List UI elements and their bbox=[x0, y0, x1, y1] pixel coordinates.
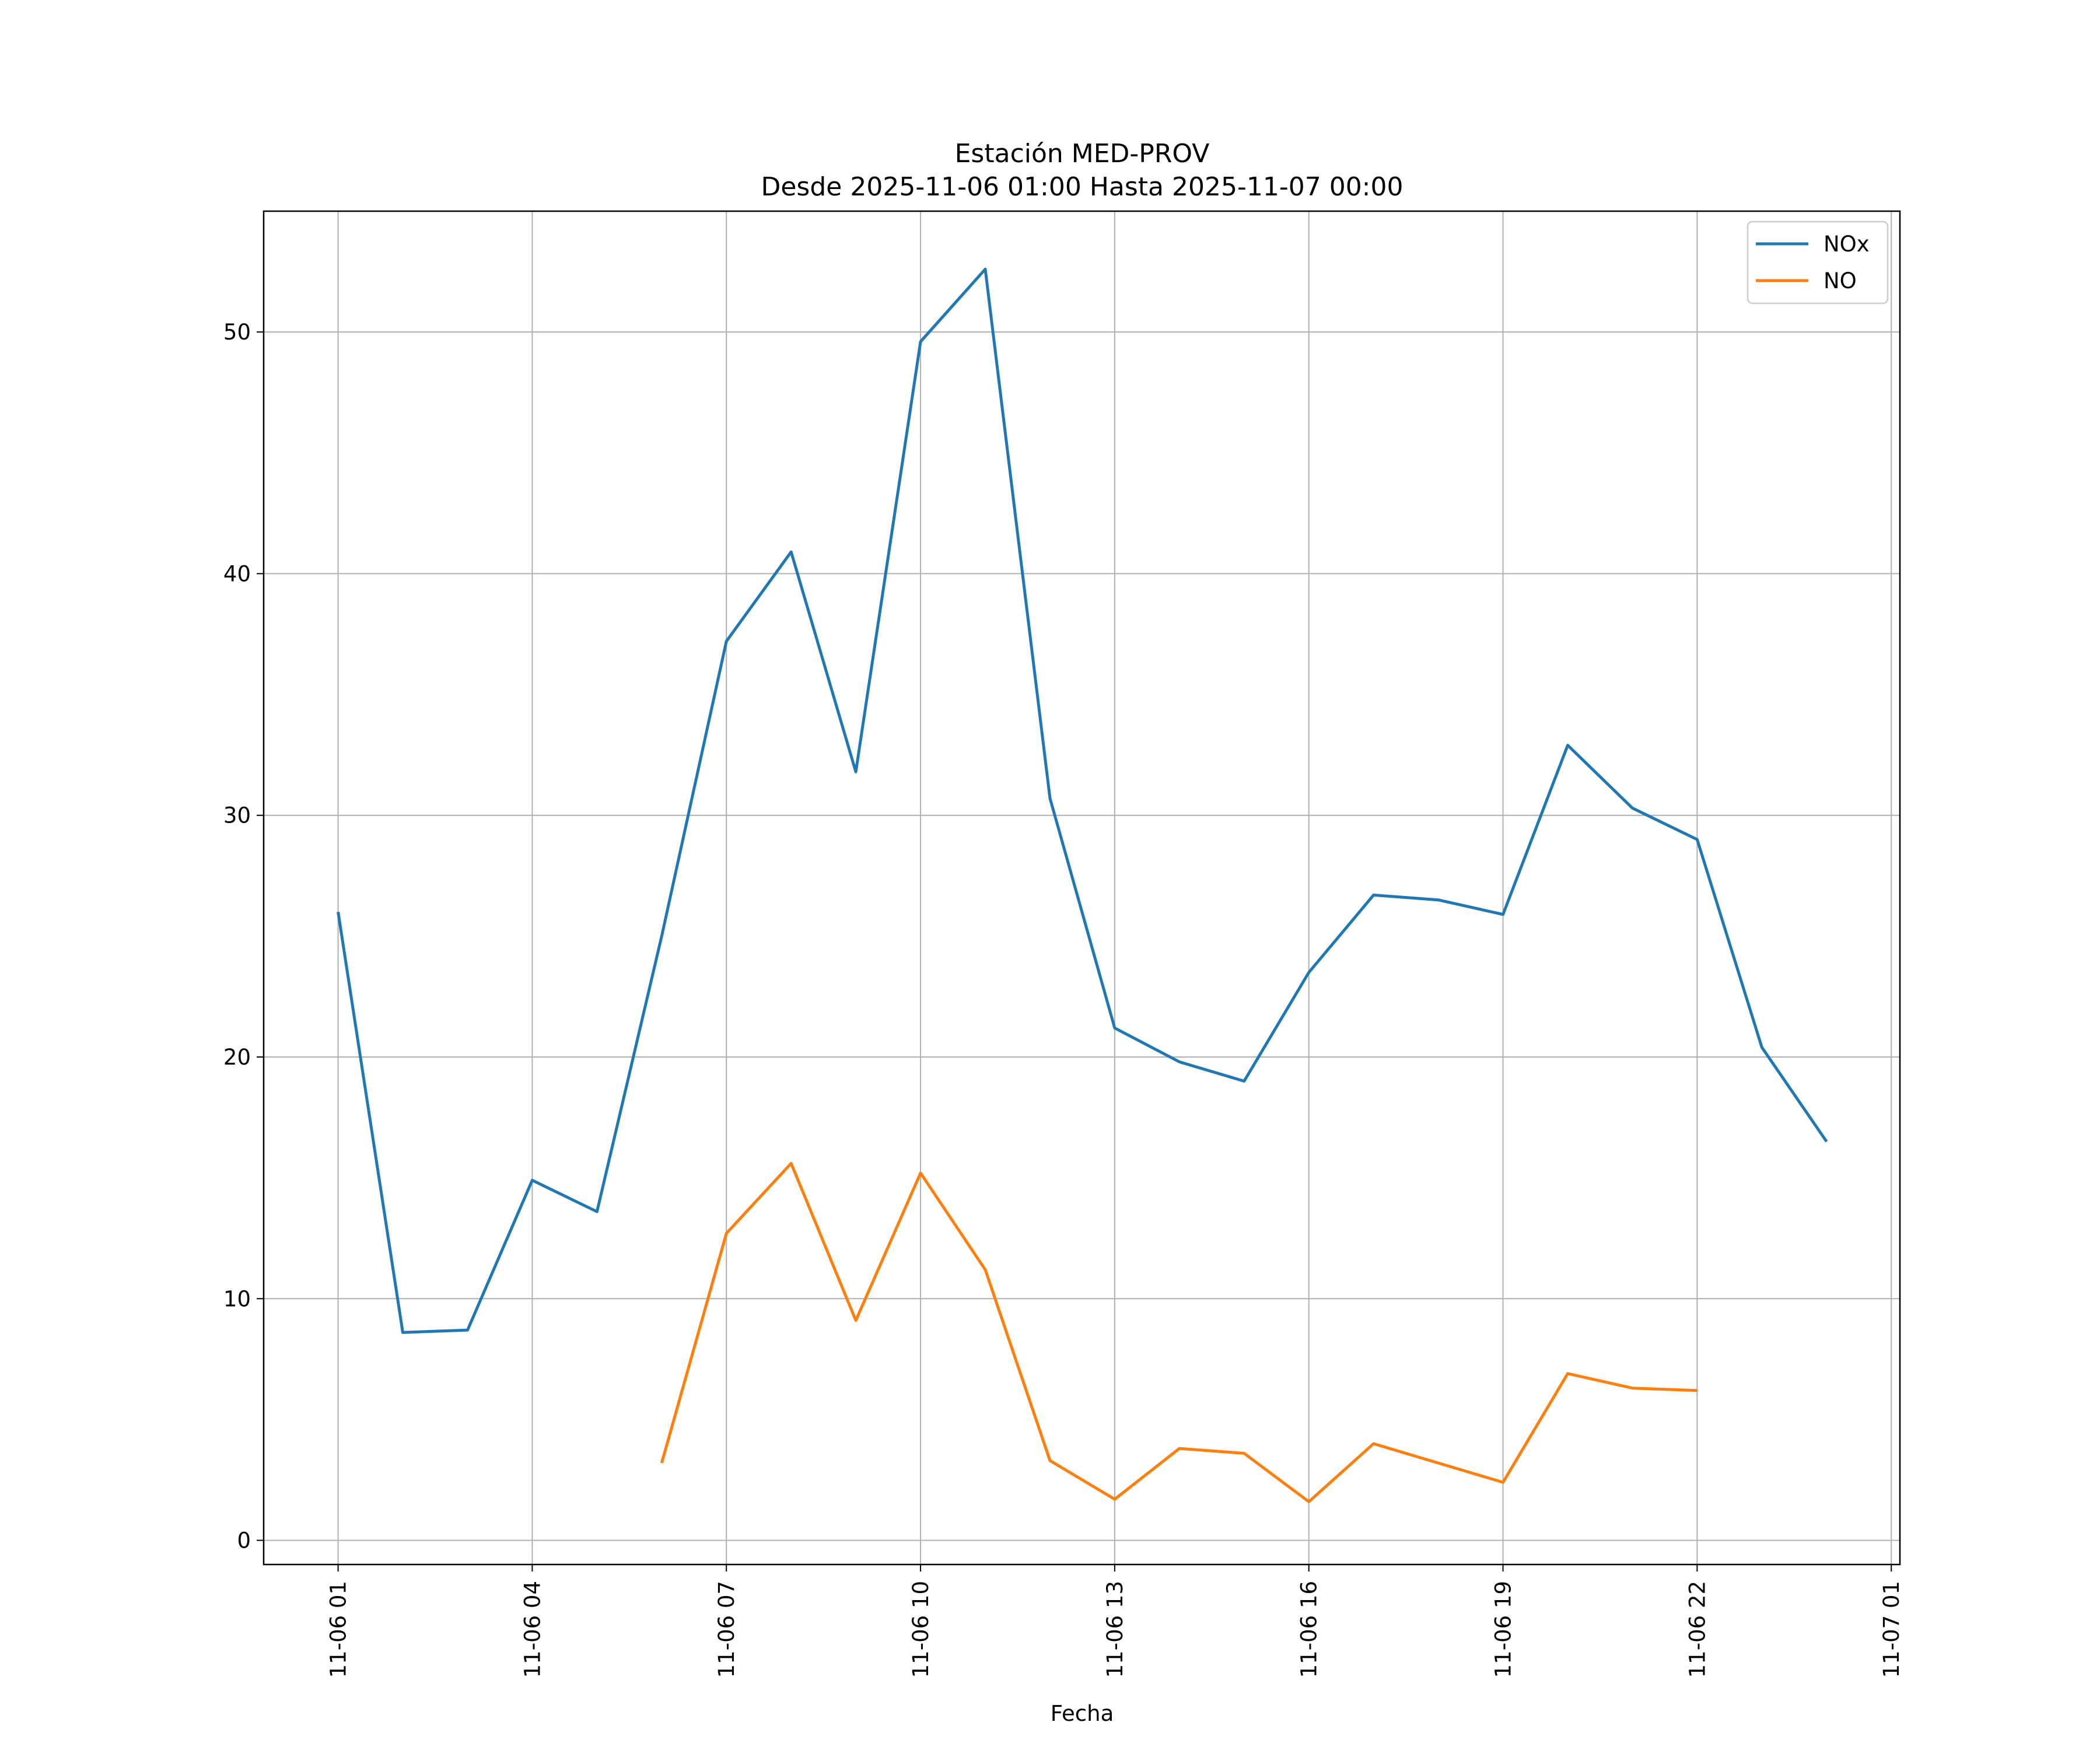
chart-title-line2: Desde 2025-11-06 01:00 Hasta 2025-11-07 … bbox=[761, 172, 1403, 202]
series-line-nox bbox=[337, 267, 1828, 1334]
legend-box bbox=[1746, 220, 1889, 304]
x-tick-label: 11-06 16 bbox=[1297, 1581, 1322, 1678]
y-tick-label: 40 bbox=[223, 561, 251, 586]
legend-label-nox: NOx bbox=[1824, 232, 1870, 257]
legend-label-no: NO bbox=[1824, 268, 1857, 293]
y-tick-label: 30 bbox=[223, 803, 251, 828]
x-tick-label: 11-06 22 bbox=[1685, 1581, 1710, 1678]
x-tick-label: 11-07 01 bbox=[1879, 1581, 1904, 1678]
axis-ticks: 11-06 01 11-06 04 11-06 07 11-06 10 11-06 13… bbox=[223, 320, 1904, 1678]
series-lines bbox=[337, 267, 1828, 1503]
legend: NOx NO bbox=[1746, 220, 1889, 304]
x-tick-label: 11-06 04 bbox=[520, 1581, 545, 1678]
plot-frame bbox=[262, 210, 1901, 1566]
series-line-no bbox=[660, 1161, 1698, 1503]
y-tick-label: 50 bbox=[223, 320, 251, 345]
x-axis-label: Fecha bbox=[1051, 1701, 1114, 1726]
grid bbox=[264, 211, 1900, 1564]
x-tick-label: 11-06 13 bbox=[1102, 1581, 1128, 1678]
y-tick-label: 0 bbox=[237, 1528, 251, 1553]
chart-title-line1: Estación MED-PROV bbox=[955, 139, 1210, 169]
x-tick-label: 11-06 07 bbox=[714, 1581, 739, 1678]
x-tick-label: 11-06 01 bbox=[326, 1581, 351, 1678]
y-tick-label: 20 bbox=[223, 1045, 251, 1070]
x-tick-label: 11-06 10 bbox=[908, 1581, 933, 1678]
y-tick-label: 10 bbox=[223, 1286, 251, 1311]
x-tick-label: 11-06 19 bbox=[1491, 1581, 1516, 1678]
